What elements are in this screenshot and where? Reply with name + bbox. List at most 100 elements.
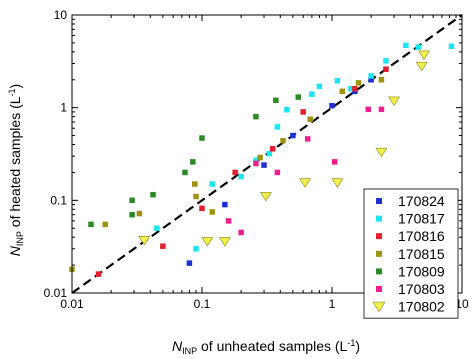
x-tick-label: 0.01 (60, 297, 84, 311)
data-point (129, 197, 135, 204)
data-point (295, 94, 301, 100)
data-point (331, 178, 344, 188)
data-point (160, 243, 166, 249)
data-point (192, 181, 198, 187)
data-point (383, 66, 389, 72)
data-point (95, 271, 102, 277)
data-point (274, 124, 281, 130)
data-point (403, 42, 409, 49)
data-point (352, 86, 358, 92)
data-point (232, 169, 238, 176)
series-170809 (88, 94, 301, 228)
data-point (253, 160, 259, 167)
data-point (222, 201, 228, 208)
y-tick-label: 1 (60, 101, 67, 115)
data-point (186, 260, 193, 266)
legend-label: 170809 (398, 263, 445, 279)
data-point (266, 150, 273, 157)
data-point (365, 106, 371, 113)
data-point (199, 205, 205, 212)
series-170802 (138, 50, 430, 247)
data-point (150, 191, 156, 198)
data-point (304, 136, 311, 142)
data-point (378, 77, 385, 83)
data-point (309, 91, 315, 97)
x-tick-label: 0.1 (194, 297, 211, 311)
data-point (154, 225, 160, 231)
legend-marker (372, 301, 386, 313)
legend-marker (376, 198, 382, 204)
legend-label: 170817 (398, 211, 445, 227)
data-point (368, 73, 374, 79)
legend-label: 170815 (398, 246, 445, 262)
legend-marker (376, 215, 382, 222)
x-tick-label: 10 (455, 297, 469, 311)
data-point (339, 88, 346, 95)
data-point (225, 218, 232, 224)
data-point (280, 137, 286, 144)
data-point (273, 97, 279, 104)
data-point (138, 235, 151, 246)
data-point (448, 43, 455, 50)
data-point (388, 96, 400, 107)
data-point (300, 109, 306, 115)
data-point (332, 159, 338, 165)
data-point (238, 229, 244, 236)
x-tick-label: 1 (329, 297, 336, 311)
legend-label: 170803 (398, 281, 445, 297)
x-axis-label: NINP of unheated samples (L-1) (172, 338, 360, 356)
data-point (368, 77, 374, 83)
data-point (415, 44, 421, 50)
legend-label: 170802 (398, 299, 445, 315)
data-point (201, 237, 214, 247)
data-point (261, 162, 267, 168)
y-tick-label: 0.01 (44, 286, 68, 300)
data-point (129, 211, 135, 218)
data-point (182, 169, 188, 176)
series-170816 (95, 66, 389, 277)
data-point (418, 50, 430, 61)
data-point (193, 246, 199, 252)
data-point (199, 135, 205, 141)
data-point (329, 102, 335, 109)
data-point (136, 210, 143, 217)
data-point (334, 78, 341, 84)
series-170817 (154, 42, 455, 252)
y-axis-label: NINP of heated samples (L-1) (7, 84, 25, 256)
data-point (274, 169, 281, 176)
data-point (253, 157, 259, 164)
legend-marker (376, 286, 382, 292)
legend-marker (376, 268, 382, 275)
data-point (238, 173, 244, 180)
data-points (69, 42, 455, 277)
legend-label: 170816 (398, 228, 445, 244)
data-point (88, 221, 94, 228)
data-point (209, 209, 216, 215)
data-point (316, 83, 323, 90)
y-tick-label: 0.1 (50, 193, 67, 207)
legend-marker (376, 250, 382, 257)
data-point (218, 237, 231, 247)
data-point (284, 106, 290, 113)
data-point (375, 147, 388, 158)
legend-marker (376, 233, 382, 240)
data-point (383, 58, 389, 64)
data-point (257, 154, 263, 161)
data-point (355, 80, 362, 86)
data-point (290, 132, 296, 139)
data-point (190, 159, 196, 165)
data-point (307, 116, 313, 122)
data-point (259, 192, 272, 202)
plot-frame (71, 14, 463, 294)
data-point (269, 146, 276, 152)
y-tick-label: 10 (54, 8, 68, 22)
series-170824 (186, 77, 374, 266)
data-point (102, 221, 108, 228)
legend-label: 170824 (398, 193, 445, 209)
series-170803 (225, 106, 385, 236)
data-point (299, 178, 311, 188)
data-point (193, 193, 199, 200)
data-point (253, 113, 259, 120)
